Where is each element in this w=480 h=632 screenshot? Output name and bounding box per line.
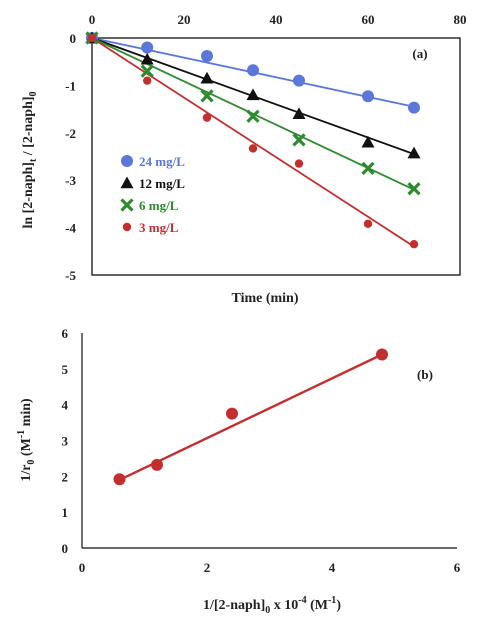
panel-a-data-point [294,159,304,168]
panel-b-y-axis-title: 1/r0 (M-1 min) [16,398,37,482]
panel-a-x-tick-label: 60 [362,12,375,27]
panel-b-y-title-tail: min) [19,398,34,430]
panel-a-data-point [362,90,374,103]
panel-a-data-point [200,71,214,84]
legend-label: 6 mg/L [139,198,179,213]
panel-b-x-tick-label: 6 [454,560,461,575]
panel-b-y-tick-label: 2 [62,469,69,484]
panel-a-x-tick-label: 20 [178,12,191,27]
panel-a-x-tick-label: 40 [270,12,283,27]
legend-marker [120,198,134,212]
panel-a-data-point [407,146,421,159]
panel-a-data-point [202,113,212,122]
panel-b-y-title-sup: -1 [16,430,27,438]
panel-b-y-tick-label: 5 [62,362,69,377]
panel-b-data-point [226,407,238,420]
panel-a-y-title-main: ln [2-naph] [21,162,36,229]
panel-b-data-point [113,473,126,486]
panel-a-data-point [140,64,154,78]
panel-a-data-point [361,135,375,148]
panel-a-data-point [247,64,259,77]
panel-a-y-title-sub2: 0 [28,91,39,96]
panel-a-data-point [140,52,154,65]
panel-a-data-point [201,50,213,63]
panel-a-x-tick-label: 80 [454,12,467,27]
panel-b-x-tick-label: 4 [329,560,336,575]
panel-a-y-tick-label: -5 [65,268,76,283]
panel-b-y-title-mid: (M [19,438,34,459]
panel-b-x-title-tail2: ) [336,598,341,613]
panel-a-data-point [292,133,306,147]
panel-a-y-tick-label: -2 [65,126,76,141]
panel-a-y-axis-title: ln [2-naph]t / [2-naph]0 [21,91,39,228]
panel-b-data-points [113,348,388,486]
panel-a-y-tick-label: -1 [65,78,76,93]
panel-a-data-point [408,101,420,114]
panel-a-data-point [246,109,260,123]
panel-b-y-tick-label: 6 [62,326,69,341]
panel-b-data-point [151,458,163,471]
panel-b-fit-line [118,353,383,481]
panel-a-data-point [409,239,419,249]
panel-a-y-tick-label: 0 [70,31,77,46]
panel-a: 0 20 40 60 80 0 -1 -2 -3 -4 -5 (a) Time (min) ln … [21,12,467,306]
panel-b-y-tick-label: 1 [62,505,69,520]
panel-b-data-point [376,348,388,361]
panel-a-y-tick-label: -3 [65,173,76,188]
legend-label: 3 mg/L [139,220,179,235]
panel-b-x-title-sub: 0 [265,605,270,616]
legend-marker [121,155,133,167]
panel-a-data-point [293,74,305,87]
panel-b-x-tick-labels: 0 2 4 6 [79,560,461,575]
legend-marker [122,222,132,232]
panel-a-data-point [246,88,260,101]
panel-b-y-tick-labels: 0 1 2 3 4 5 6 [62,326,69,556]
panel-b-x-title-sup: -4 [298,595,306,606]
panel-b-label: (b) [417,367,433,382]
panel-b-fit-lines [118,353,383,481]
panel-b-y-tick-label: 3 [62,434,69,449]
panel-a-data-point [200,89,214,103]
panel-a-plot-frame [91,37,461,276]
panel-b-y-title-sub: 0 [26,460,37,465]
panel-a-data-point [292,107,306,120]
panel-b-x-tick-label: 2 [204,560,211,575]
panel-a-data-point [141,41,154,54]
panel-b-y-tick-label: 0 [62,541,69,556]
panel-a-x-tick-labels: 0 20 40 60 80 [89,12,467,27]
panel-b-x-tick-label: 0 [79,560,86,575]
legend-label: 12 mg/L [139,176,185,191]
panel-a-data-point [143,76,152,85]
panel-b-x-title-tail1: (M [307,598,328,613]
panel-a-label: (a) [412,46,427,61]
panel-a-data-point [363,219,373,229]
panel-a-legend: 24 mg/L 12 mg/L 6 mg/L 3 mg/L [120,154,185,235]
panel-a-data-point [248,144,258,153]
panel-a-y-title-mid: / [2-naph] [21,96,36,158]
panel-a-y-title-sub1: t [28,158,39,162]
panel-a-y-tick-label: -4 [65,221,76,236]
panel-a-data-point [407,182,421,196]
legend-label: 24 mg/L [139,154,185,169]
panel-b-x-title-main: 1/[2-naph] [203,598,265,613]
panel-a-y-tick-labels: 0 -1 -2 -3 -4 -5 [65,31,76,283]
panel-b-y-tick-label: 4 [62,398,69,413]
panel-b-x-axis-title: 1/[2-naph]0 x 10-4 (M-1) [203,595,341,616]
legend-marker [120,176,134,189]
panel-b-x-title-mid: x 10 [270,598,298,613]
panel-a-x-tick-label: 0 [89,12,96,27]
panel-a-data-points [85,31,421,249]
panel-a-x-axis-title: Time (min) [231,291,298,306]
panel-a-data-point [87,33,97,43]
panel-a-data-point [361,161,375,175]
panel-b-y-title-main: 1/r [19,465,34,482]
panel-b-x-title-sup2: -1 [328,595,336,606]
